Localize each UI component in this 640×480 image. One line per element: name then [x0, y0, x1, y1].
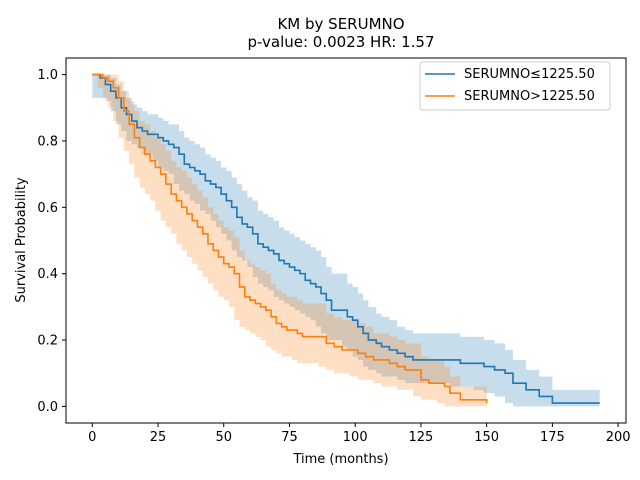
x-tick-label: 200 [606, 430, 631, 445]
x-tick-label: 175 [540, 430, 565, 445]
x-axis: 0 25 50 75 100 125 150 175 200 [88, 423, 631, 445]
chart-subtitle: p-value: 0.0023 HR: 1.57 [247, 33, 434, 51]
chart-title: KM by SERUMNO [277, 15, 404, 33]
y-tick-label: 0.4 [37, 267, 58, 282]
ci-band-series-2 [92, 74, 487, 407]
x-tick-label: 75 [281, 430, 298, 445]
x-axis-label: Time (months) [292, 452, 388, 467]
y-tick-label: 1.0 [37, 68, 58, 83]
x-tick-label: 125 [409, 430, 434, 445]
x-tick-label: 50 [215, 430, 232, 445]
x-tick-label: 25 [150, 430, 167, 445]
plot-area [92, 73, 600, 407]
y-tick-label: 0.0 [37, 400, 58, 415]
survival-line-series-1 [92, 73, 600, 404]
x-tick-label: 100 [343, 430, 368, 445]
y-axis: 0.0 0.2 0.4 0.6 0.8 1.0 [37, 68, 66, 415]
survival-line-series-2 [92, 73, 488, 404]
legend-label-series-2: SERUMNO>1225.50 [464, 89, 595, 104]
legend: SERUMNO≤1225.50 SERUMNO>1225.50 [419, 61, 611, 111]
y-axis-label: Survival Probability [14, 177, 29, 303]
legend-label-series-1: SERUMNO≤1225.50 [464, 67, 595, 82]
axes-frame [65, 57, 627, 424]
ci-band-series-1 [92, 74, 600, 407]
y-tick-label: 0.2 [37, 334, 58, 349]
y-tick-label: 0.8 [37, 134, 58, 149]
y-tick-label: 0.6 [37, 201, 58, 216]
legend-box [419, 61, 611, 111]
x-tick-label: 0 [88, 430, 96, 445]
x-tick-label: 150 [474, 430, 499, 445]
